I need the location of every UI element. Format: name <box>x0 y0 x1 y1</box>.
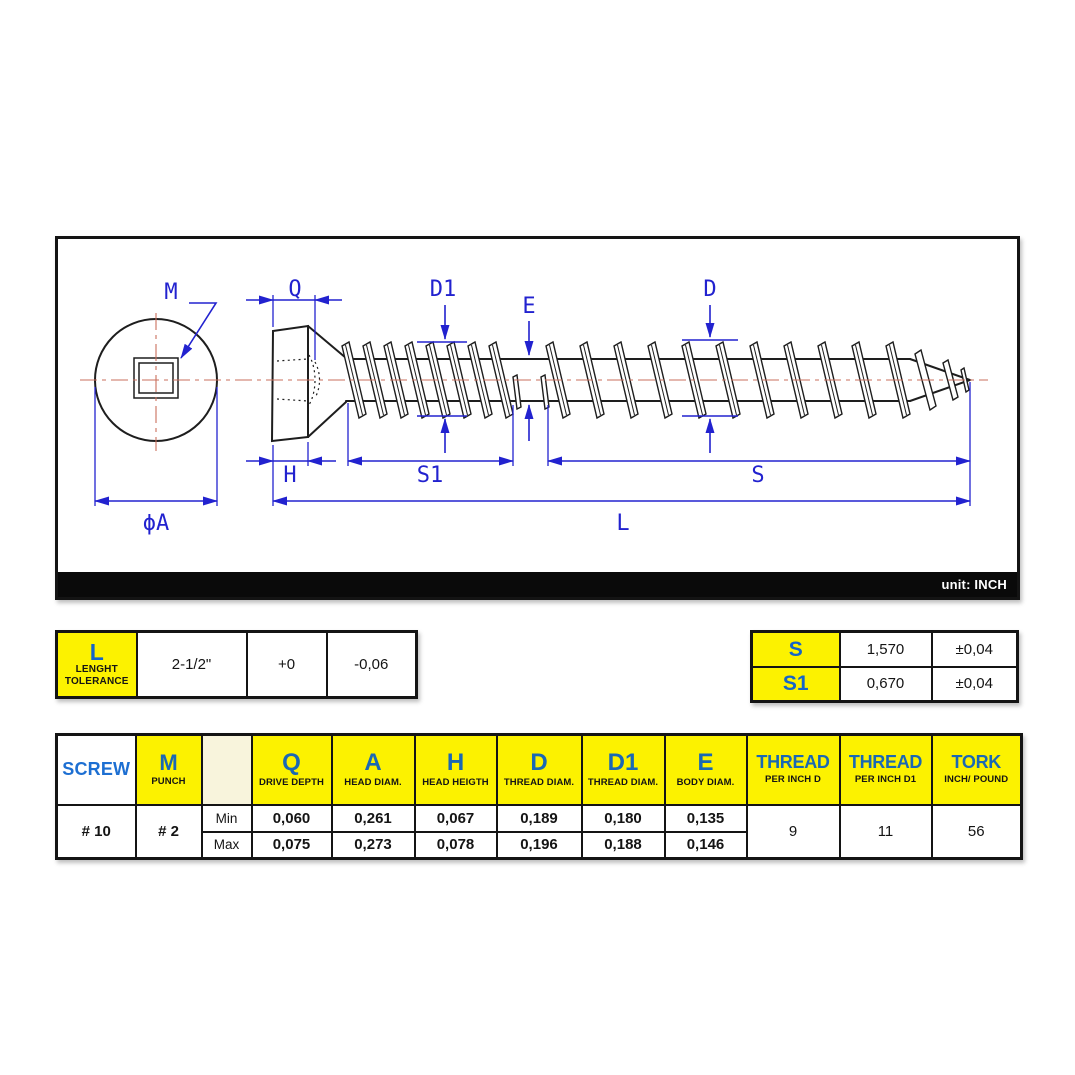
s1-tolerance-cell: ±0,04 <box>930 665 1019 703</box>
table-row: S 1,570 ±0,04 <box>750 630 1019 668</box>
tork-value-cell: 56 <box>930 803 1023 860</box>
dim-label-e: E <box>522 294 535 319</box>
dim-label-s: S <box>751 463 764 488</box>
min-h-cell: 0,067 <box>413 803 498 833</box>
hidden-socket-lines <box>276 354 321 406</box>
drawing-area: M Q D1 E D H S1 S ϕA L <box>58 239 1017 572</box>
technical-drawing: M Q D1 E D H S1 S ϕA L <box>80 277 988 536</box>
dim-label-d1: D1 <box>430 277 457 302</box>
length-tolerance-table: L LENGHT TOLERANCE 2-1/2" +0 -0,06 <box>55 630 418 699</box>
min-d-cell: 0,189 <box>495 803 583 833</box>
max-h-cell: 0,078 <box>413 830 498 860</box>
length-value-cell: 2-1/2" <box>135 630 248 699</box>
min-a-cell: 0,261 <box>330 803 416 833</box>
thread-per-inch-d1-cell: 11 <box>838 803 933 860</box>
dim-label-s1: S1 <box>417 463 444 488</box>
max-label-cell: Max <box>200 830 253 860</box>
length-tol-plus-cell: +0 <box>245 630 328 699</box>
dim-label-phi-a: ϕA <box>143 511 170 536</box>
spec-max-row: Max 0,075 0,273 0,078 0,196 0,188 0,146 <box>57 830 1022 860</box>
centerlines <box>80 313 988 451</box>
header-q: Q DRIVE DEPTH <box>250 733 333 806</box>
punch-size-cell: # 2 <box>134 803 203 860</box>
length-param-letter: L <box>89 638 104 665</box>
spec-min-row: # 10 # 2 Min 0,060 0,261 0,067 0,189 0,1… <box>55 803 1023 860</box>
header-tork: TORK INCH/ POUND <box>930 733 1023 806</box>
header-thread-d: THREAD PER INCH D <box>745 733 841 806</box>
length-param-sub2: TOLERANCE <box>64 676 129 687</box>
header-d1: D1 THREAD DIAM. <box>580 733 666 806</box>
max-q-cell: 0,075 <box>250 830 333 860</box>
max-a-cell: 0,273 <box>330 830 416 860</box>
min-d1-cell: 0,180 <box>580 803 666 833</box>
max-d1-cell: 0,188 <box>580 830 666 860</box>
s-s1-table: S 1,570 ±0,04 S1 0,670 ±0,04 <box>750 630 1019 703</box>
s1-value-cell: 0,670 <box>838 665 933 703</box>
header-screw: SCREW <box>55 733 137 806</box>
dim-label-q: Q <box>288 277 301 302</box>
min-q-cell: 0,060 <box>250 803 333 833</box>
s1-param-cell: S1 <box>750 665 841 703</box>
min-e-cell: 0,135 <box>663 803 748 833</box>
min-label-cell: Min <box>200 803 253 833</box>
unit-bar: unit: INCH <box>58 572 1017 597</box>
drawing-panel: M Q D1 E D H S1 S ϕA L unit: INCH <box>55 236 1020 600</box>
thread-per-inch-d-cell: 9 <box>745 803 841 860</box>
header-e: E BODY DIAM. <box>663 733 748 806</box>
table-row: S1 0,670 ±0,04 <box>750 665 1019 703</box>
s-param-cell: S <box>750 630 841 668</box>
length-tol-minus-cell: -0,06 <box>325 630 418 699</box>
spec-header-row: SCREW M PUNCH Q DRIVE DEPTH A HEAD DIAM.… <box>55 733 1023 806</box>
dim-label-d: D <box>703 277 716 302</box>
length-param-cell: L LENGHT TOLERANCE <box>55 630 138 699</box>
header-m: M PUNCH <box>134 733 203 806</box>
spec-table: SCREW M PUNCH Q DRIVE DEPTH A HEAD DIAM.… <box>55 733 1023 860</box>
s-value-cell: 1,570 <box>838 630 933 668</box>
header-blank <box>200 733 253 806</box>
header-d: D THREAD DIAM. <box>495 733 583 806</box>
s1-param-letter: S1 <box>782 672 809 696</box>
unit-label: unit: INCH <box>941 577 1007 592</box>
header-thread-d1: THREAD PER INCH D1 <box>838 733 933 806</box>
s-param-letter: S <box>788 637 803 661</box>
max-d-cell: 0,196 <box>495 830 583 860</box>
screw-size-cell: # 10 <box>55 803 137 860</box>
max-e-cell: 0,146 <box>663 830 748 860</box>
header-h: H HEAD HEIGTH <box>413 733 498 806</box>
dim-label-h: H <box>283 463 296 488</box>
length-param-sub1: LENGHT <box>75 663 118 675</box>
header-a: A HEAD DIAM. <box>330 733 416 806</box>
screw-side-view <box>270 324 974 443</box>
dim-label-l: L <box>616 511 629 536</box>
s-tolerance-cell: ±0,04 <box>930 630 1019 668</box>
dim-label-m: M <box>164 280 177 305</box>
dimensions: M Q D1 E D H S1 S ϕA L <box>94 277 971 536</box>
